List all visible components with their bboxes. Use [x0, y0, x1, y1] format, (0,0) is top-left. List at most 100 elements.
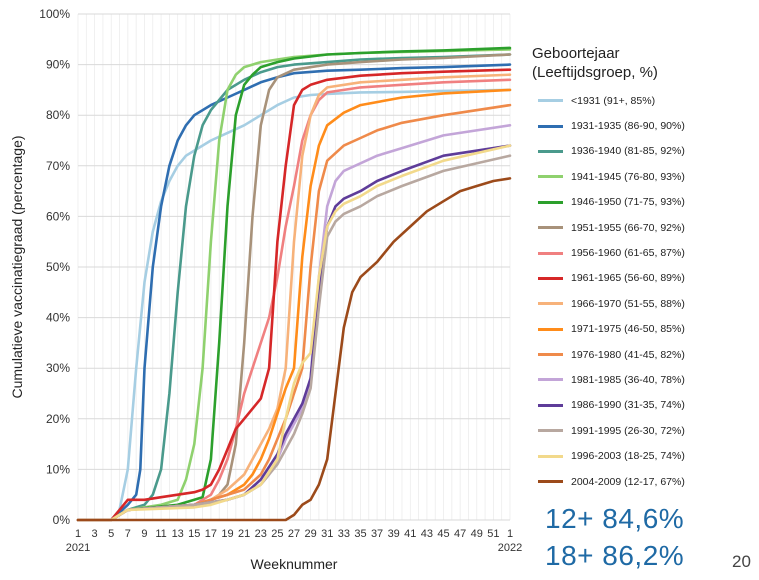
x-tick-label: 25: [271, 528, 283, 540]
legend-item: 1956-1960 (61-65, 87%): [538, 240, 685, 265]
series-line-1: [76, 88, 512, 522]
legend-label: 1941-1945 (76-80, 93%): [571, 170, 685, 183]
series-line-14: [76, 154, 512, 522]
x-tick-label: 35: [354, 528, 366, 540]
y-tick-label: 10%: [46, 462, 70, 476]
y-tick-label: 90%: [46, 58, 70, 72]
legend-swatch: [538, 124, 563, 128]
legend-label: 1966-1970 (51-55, 88%): [571, 297, 685, 310]
x-tick-label: 29: [304, 528, 316, 540]
x-year-label: 2021: [66, 542, 90, 554]
x-tick-label: 19: [221, 528, 233, 540]
legend-item: 1961-1965 (56-60, 89%): [538, 266, 685, 291]
legend-item: 1971-1975 (46-50, 85%): [538, 317, 685, 342]
x-tick-label: 1: [507, 528, 513, 540]
legend-label: 1971-1975 (46-50, 85%): [571, 323, 685, 336]
legend-label: 1996-2003 (18-25, 74%): [571, 450, 685, 463]
y-tick-label: 50%: [46, 260, 70, 274]
legend-label: 1951-1955 (66-70, 92%): [571, 221, 685, 234]
stat-18-plus: 18+ 86,2%: [545, 540, 685, 571]
x-tick-label: 21: [238, 528, 250, 540]
x-tick-label: 1: [75, 528, 81, 540]
x-tick-label: 5: [108, 528, 114, 540]
legend-swatch: [538, 251, 563, 255]
legend-item: 1951-1955 (66-70, 92%): [538, 215, 685, 240]
legend-label: 1976-1980 (41-45, 82%): [571, 348, 685, 361]
x-tick-label: 33: [338, 528, 350, 540]
x-axis-label: Weeknummer: [251, 556, 338, 572]
legend-label: <1931 (91+, 85%): [571, 94, 656, 107]
legend-swatch: [538, 99, 563, 103]
y-tick-label: 20%: [46, 412, 70, 426]
page-number: 20: [732, 552, 751, 571]
x-tick-label: 17: [205, 528, 217, 540]
x-tick-label: 37: [371, 528, 383, 540]
legend-item: <1931 (91+, 85%): [538, 88, 685, 113]
legend-item: 1931-1935 (86-90, 90%): [538, 113, 685, 138]
y-tick-label: 40%: [46, 311, 70, 325]
legend: <1931 (91+, 85%) 1931-1935 (86-90, 90%) 19…: [538, 88, 685, 494]
series-line-15: [76, 144, 512, 522]
x-tick-label: 7: [125, 528, 131, 540]
legend-swatch: [538, 378, 563, 382]
y-tick-label: 30%: [46, 361, 70, 375]
legend-swatch: [538, 480, 563, 484]
y-tick-label: 60%: [46, 209, 70, 223]
stat-12-plus: 12+ 84,6%: [545, 503, 685, 534]
x-tick-label: 15: [188, 528, 200, 540]
legend-label: 1961-1965 (56-60, 89%): [571, 272, 685, 285]
legend-swatch: [538, 175, 563, 179]
legend-swatch: [538, 276, 563, 280]
legend-swatch: [538, 403, 563, 407]
legend-label: 1986-1990 (31-35, 74%): [571, 399, 685, 412]
x-tick-label: 51: [487, 528, 499, 540]
legend-item: 1941-1945 (76-80, 93%): [538, 164, 685, 189]
legend-item: 1991-1995 (26-30, 72%): [538, 418, 685, 443]
series-line-16: [76, 177, 512, 522]
legend-item: 1986-1990 (31-35, 74%): [538, 393, 685, 418]
legend-label: 1936-1940 (81-85, 92%): [571, 145, 685, 158]
legend-item: 1936-1940 (81-85, 92%): [538, 139, 685, 164]
x-tick-label: 9: [141, 528, 147, 540]
legend-item: 2004-2009 (12-17, 67%): [538, 469, 685, 494]
x-tick-label: 49: [471, 528, 483, 540]
legend-swatch: [538, 302, 563, 306]
x-tick-label: 11: [155, 528, 166, 540]
legend-item: 1981-1985 (36-40, 78%): [538, 367, 685, 392]
legend-label: 1931-1935 (86-90, 90%): [571, 120, 685, 133]
y-axis-label: Cumulatieve vaccinatiegraad (percentage): [9, 135, 25, 398]
x-tick-label: 45: [437, 528, 449, 540]
x-tick-label: 3: [92, 528, 98, 540]
series-line-8: [76, 68, 512, 522]
x-tick-label: 23: [255, 528, 267, 540]
x-year-label: 2022: [498, 542, 522, 554]
series-line-3: [76, 53, 512, 522]
legend-label: 1956-1960 (61-65, 87%): [571, 247, 685, 260]
x-tick-label: 43: [421, 528, 433, 540]
legend-swatch: [538, 149, 563, 153]
x-tick-label: 31: [321, 528, 333, 540]
legend-swatch: [538, 429, 563, 433]
y-tick-label: 70%: [46, 159, 70, 173]
legend-label: 1946-1950 (71-75, 93%): [571, 196, 685, 209]
legend-item: 1966-1970 (51-55, 88%): [538, 291, 685, 316]
legend-swatch: [538, 454, 563, 458]
legend-label: 1981-1985 (36-40, 78%): [571, 373, 685, 386]
legend-label: 2004-2009 (12-17, 67%): [571, 475, 685, 488]
x-tick-label: 41: [404, 528, 416, 540]
series-line-2: [76, 63, 512, 522]
legend-swatch: [538, 353, 563, 357]
y-tick-label: 0%: [53, 513, 71, 527]
x-tick-label: 13: [172, 528, 184, 540]
legend-swatch: [538, 200, 563, 204]
x-tick-label: 47: [454, 528, 466, 540]
x-tick-label: 27: [288, 528, 300, 540]
y-tick-label: 100%: [39, 7, 70, 21]
legend-label: 1991-1995 (26-30, 72%): [571, 424, 685, 437]
legend-item: 1996-2003 (18-25, 74%): [538, 443, 685, 468]
legend-item: 1976-1980 (41-45, 82%): [538, 342, 685, 367]
legend-item: 1946-1950 (71-75, 93%): [538, 190, 685, 215]
x-tick-label: 39: [388, 528, 400, 540]
y-tick-label: 80%: [46, 108, 70, 122]
